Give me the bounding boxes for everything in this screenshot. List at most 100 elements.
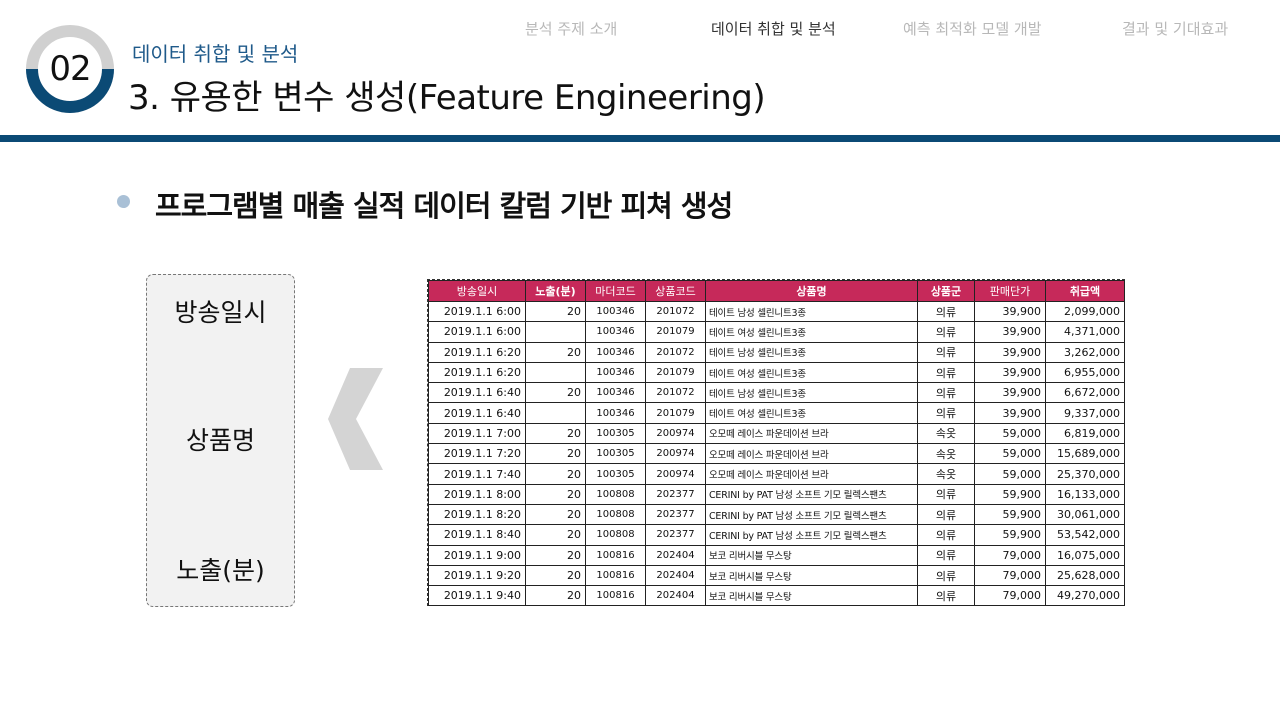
table-cell: 20	[525, 443, 586, 465]
table-cell: 20	[525, 341, 586, 363]
table-cell: 100816	[585, 564, 646, 587]
table-cell: 20	[525, 524, 586, 546]
table-cell: 59,900	[974, 503, 1046, 526]
table-cell: 100346	[585, 341, 646, 363]
table-cell: 16,133,000	[1045, 483, 1125, 505]
nav-item-data-collection[interactable]: 데이터 취합 및 분석	[711, 20, 836, 38]
table-cell: 2019.1.1 9:40	[428, 585, 526, 607]
table-cell: 100346	[585, 300, 646, 323]
nav-item-topic-intro[interactable]: 분석 주제 소개	[525, 20, 618, 38]
table-cell: 의류	[917, 544, 975, 566]
feature-item-exposure-minutes: 노출(분)	[176, 556, 265, 585]
table-cell: 2019.1.1 9:00	[428, 544, 526, 566]
table-cell	[525, 402, 586, 424]
column-header: 취급액	[1045, 280, 1125, 302]
table-cell: 49,270,000	[1045, 585, 1125, 607]
table-row: 2019.1.1 6:00 100346 201079 테이트 여성 셀린니트3종 의류…	[428, 321, 1125, 343]
table-row: 2019.1.1 7:20 20 100305 200974 오모떼 레이스 파운데이션…	[428, 443, 1125, 465]
table-cell: 39,900	[974, 341, 1046, 363]
table-cell: 202404	[645, 544, 706, 566]
table-cell: 100808	[585, 483, 646, 505]
table-cell: CERINI by PAT 남성 소프트 기모 릴렉스팬츠	[705, 483, 918, 505]
table-cell: 6,819,000	[1045, 422, 1125, 445]
table-cell: 100346	[585, 382, 646, 404]
table-cell: 테이트 남성 셀린니트3종	[705, 382, 918, 404]
table-cell: 200974	[645, 443, 706, 465]
table-cell: CERINI by PAT 남성 소프트 기모 릴렉스팬츠	[705, 503, 918, 526]
table-cell: 20	[525, 422, 586, 445]
table-cell: 의류	[917, 524, 975, 546]
table-cell: 2019.1.1 9:20	[428, 564, 526, 587]
section-progress-ring-icon	[26, 25, 114, 113]
table-cell: 201072	[645, 341, 706, 363]
section-number: 02	[49, 49, 91, 89]
table-cell: 의류	[917, 402, 975, 424]
table-cell: 16,075,000	[1045, 544, 1125, 566]
table-cell: 202377	[645, 503, 706, 526]
table-cell: 의류	[917, 382, 975, 404]
table-cell: 의류	[917, 341, 975, 363]
table-cell: 100816	[585, 544, 646, 566]
table-row: 2019.1.1 8:40 20 100808 202377 CERINI by PAT…	[428, 524, 1125, 546]
table-cell: 2019.1.1 8:20	[428, 503, 526, 526]
table-cell: 39,900	[974, 382, 1046, 404]
table-row: 2019.1.1 8:00 20 100808 202377 CERINI by PAT…	[428, 483, 1125, 505]
table-cell: 53,542,000	[1045, 524, 1125, 546]
feature-item-broadcast-time: 방송일시	[174, 298, 267, 327]
table-row: 2019.1.1 9:40 20 100816 202404 보코 리버시블 무스탕 의류…	[428, 585, 1125, 607]
table-cell: 의류	[917, 483, 975, 505]
nav-item-results[interactable]: 결과 및 기대효과	[1122, 20, 1229, 38]
feature-list-box: 방송일시 상품명 노출(분)	[146, 274, 295, 607]
column-header: 마더코드	[585, 280, 646, 302]
table-cell: 6,955,000	[1045, 361, 1125, 384]
table-cell: 59,000	[974, 422, 1046, 445]
table-cell: 100816	[585, 585, 646, 607]
table-cell: 100346	[585, 361, 646, 384]
table-cell: 100346	[585, 321, 646, 343]
sales-data-table-frame: 방송일시 노출(분) 마더코드 상품코드 상품명 상품군 판매단가 취급액 20…	[427, 279, 1125, 607]
table-cell: 200974	[645, 422, 706, 445]
table-cell: 2019.1.1 6:00	[428, 300, 526, 323]
table-cell: 39,900	[974, 321, 1046, 343]
table-cell: 오모떼 레이스 파운데이션 브라	[705, 443, 918, 465]
table-cell: 보코 리버시블 무스탕	[705, 544, 918, 566]
table-cell: 20	[525, 564, 586, 587]
table-cell: 100305	[585, 422, 646, 445]
table-cell: 202377	[645, 524, 706, 546]
table-cell: 79,000	[974, 544, 1046, 566]
table-cell: 100808	[585, 503, 646, 526]
table-row: 2019.1.1 6:20 100346 201079 테이트 여성 셀린니트3종 의류…	[428, 361, 1125, 384]
table-cell: 2019.1.1 6:40	[428, 402, 526, 424]
table-cell: 테이트 여성 셀린니트3종	[705, 402, 918, 424]
table-cell: 보코 리버시블 무스탕	[705, 585, 918, 607]
table-row: 2019.1.1 7:40 20 100305 200974 오모떼 레이스 파운데이션…	[428, 463, 1125, 485]
nav-item-model-development[interactable]: 예측 최적화 모델 개발	[903, 20, 1042, 38]
page-title: 3. 유용한 변수 생성(Feature Engineering)	[128, 78, 766, 118]
table-cell: 25,628,000	[1045, 564, 1125, 587]
column-header: 상품군	[917, 280, 975, 302]
table-cell: 테이트 남성 셀린니트3종	[705, 341, 918, 363]
table-cell: 201072	[645, 382, 706, 404]
table-cell: 202404	[645, 585, 706, 607]
column-header: 판매단가	[974, 280, 1046, 302]
column-header: 상품코드	[645, 280, 706, 302]
feature-item-product-name: 상품명	[185, 426, 255, 455]
table-cell: 20	[525, 503, 586, 526]
table-cell: 속옷	[917, 443, 975, 465]
table-cell: 3,262,000	[1045, 341, 1125, 363]
table-cell: 39,900	[974, 402, 1046, 424]
table-row: 2019.1.1 7:00 20 100305 200974 오모떼 레이스 파운데이션…	[428, 422, 1125, 445]
table-cell	[525, 361, 586, 384]
table-cell: 201079	[645, 361, 706, 384]
table-cell: 15,689,000	[1045, 443, 1125, 465]
table-cell: 201072	[645, 300, 706, 323]
table-cell: 2019.1.1 6:20	[428, 361, 526, 384]
table-cell: 59,000	[974, 463, 1046, 485]
table-cell: 2019.1.1 6:20	[428, 341, 526, 363]
table-row: 2019.1.1 6:00 20 100346 201072 테이트 남성 셀린니트3종…	[428, 300, 1125, 323]
table-cell: 201079	[645, 321, 706, 343]
header-divider	[0, 135, 1280, 142]
table-cell: 20	[525, 585, 586, 607]
table-cell: 59,900	[974, 524, 1046, 546]
table-cell: 25,370,000	[1045, 463, 1125, 485]
